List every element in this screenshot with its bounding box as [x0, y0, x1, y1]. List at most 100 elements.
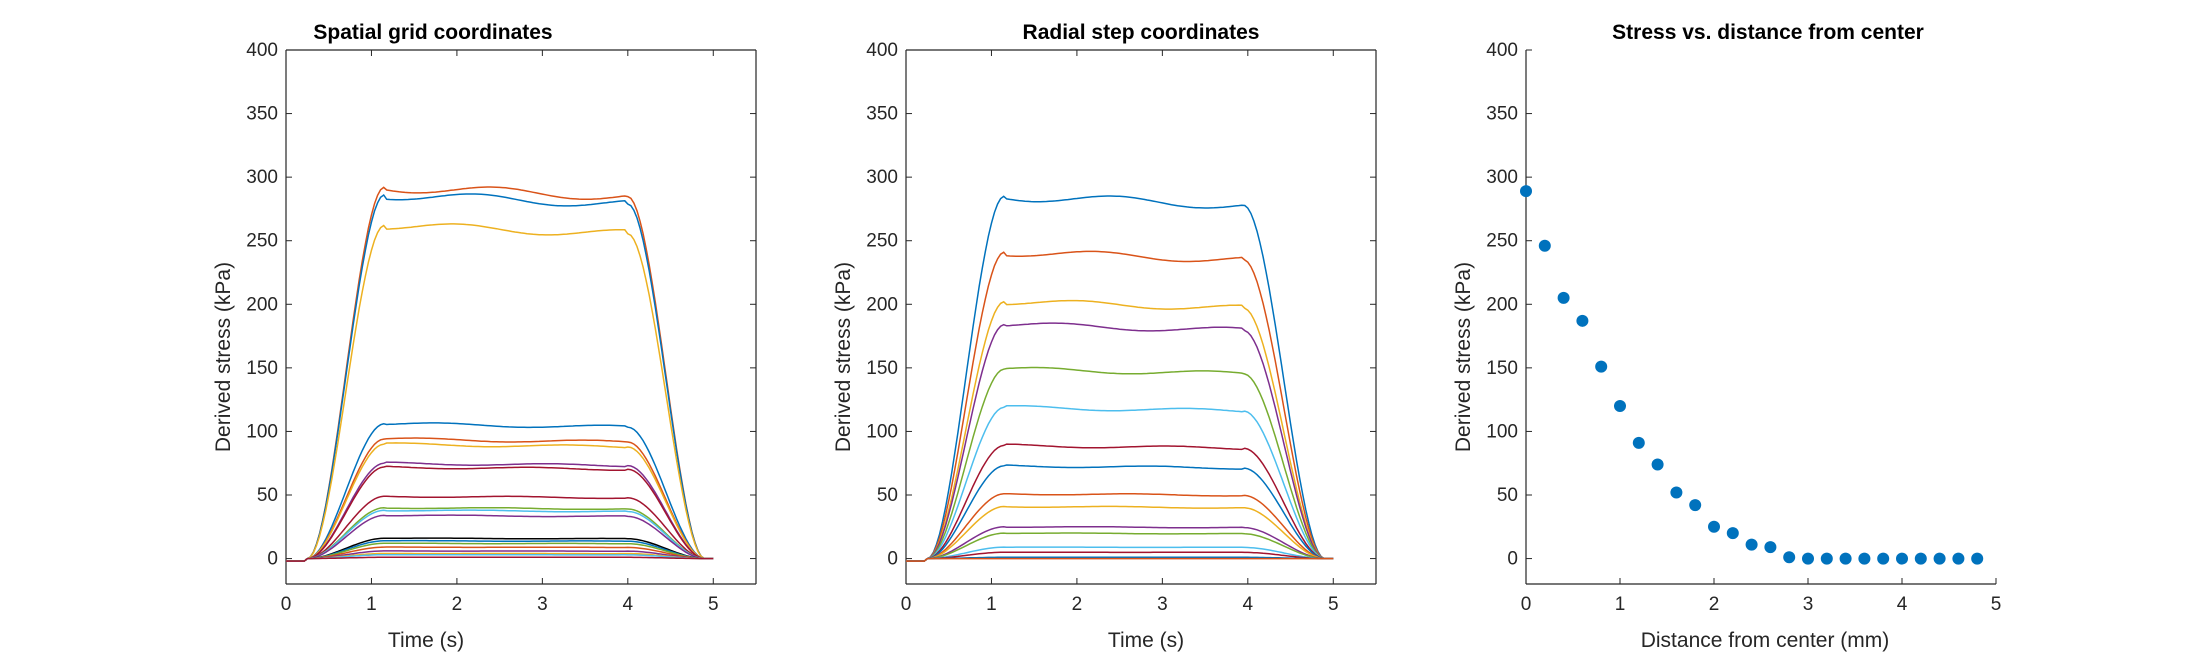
x-tick-label: 1	[1615, 594, 1626, 615]
series-line	[286, 461, 714, 562]
series-line	[286, 537, 714, 562]
series-line	[906, 557, 1334, 562]
series-line	[906, 556, 1334, 562]
data-point	[1614, 400, 1626, 412]
x-tick-label: 0	[901, 594, 912, 615]
data-point	[1971, 552, 1984, 565]
plot-area: 0 50 100 150 200 250 300 350 400 0 1 2 3 4 5	[866, 40, 1377, 615]
series-line	[906, 404, 1334, 562]
y-tick-label: 150	[246, 358, 278, 379]
data-point	[1802, 552, 1814, 565]
series-line	[286, 546, 714, 562]
data-point	[1689, 499, 1702, 512]
series-line	[286, 186, 714, 562]
y-tick-label: 200	[866, 294, 898, 315]
panel-title: Stress vs. distance from center	[1612, 21, 1924, 44]
data-point	[1858, 552, 1871, 565]
x-tick-label: 3	[1803, 594, 1814, 615]
series-line	[906, 551, 1334, 562]
series-line	[286, 506, 714, 562]
series-line	[286, 554, 714, 562]
data-point	[1576, 314, 1589, 327]
data-point	[1877, 552, 1890, 565]
data-point	[1745, 538, 1758, 551]
series-line	[286, 552, 714, 562]
series-line	[286, 437, 714, 562]
y-axis-label: Derived stress (kPa)	[832, 262, 855, 452]
data-point	[1557, 291, 1570, 304]
plot-area: 0 50 100 150 200 250 300 350 400 0 1 2 3 4 5	[246, 40, 757, 615]
y-tick-label: 100	[246, 421, 278, 442]
panel-title: Radial step coordinates	[1023, 21, 1260, 44]
data-point	[1595, 360, 1608, 373]
series-line	[286, 442, 714, 562]
series-line	[286, 539, 714, 562]
y-tick-label: 400	[246, 40, 278, 61]
data-point	[1651, 458, 1664, 471]
y-tick-label: 250	[246, 231, 278, 252]
data-point	[1632, 436, 1645, 449]
series-line	[286, 465, 714, 562]
y-tick-label: 200	[246, 294, 278, 315]
y-axis-label: Derived stress (kPa)	[212, 262, 235, 452]
series-line	[906, 532, 1334, 562]
data-point	[1670, 486, 1683, 499]
series-line	[286, 193, 714, 562]
data-point	[1839, 552, 1852, 565]
y-tick-label: 350	[1486, 104, 1518, 125]
data-point	[1726, 527, 1739, 540]
y-tick-label: 400	[866, 40, 898, 61]
y-tick-label: 250	[866, 231, 898, 252]
series-line	[286, 495, 714, 562]
series-line	[906, 546, 1334, 562]
data-point	[1896, 552, 1908, 565]
y-tick-label: 0	[887, 549, 898, 570]
x-tick-label: 1	[986, 594, 997, 615]
series-line	[906, 250, 1334, 562]
y-tick-label: 350	[866, 104, 898, 125]
x-tick-label: 2	[1072, 594, 1083, 615]
data-point	[1952, 552, 1965, 565]
series-line	[286, 223, 714, 562]
series-line	[286, 509, 714, 562]
panel-spatial-grid: Spatial grid coordinates 050100150200250…	[212, 21, 757, 652]
data-point	[1538, 239, 1551, 252]
y-tick-label: 350	[246, 104, 278, 125]
x-tick-label: 3	[537, 594, 548, 615]
series-line	[906, 464, 1334, 562]
x-tick-label: 2	[452, 594, 463, 615]
x-axis-label: Time (s)	[1108, 629, 1184, 652]
x-axis-label: Distance from center (mm)	[1641, 629, 1890, 652]
series-line	[286, 550, 714, 562]
y-tick-label: 300	[246, 167, 278, 188]
plot-area: 0 50 100 150 200 250 300 350 400 0 1 2 3 4 5	[1486, 40, 2001, 615]
series-line	[286, 422, 714, 562]
data-point	[1914, 552, 1927, 565]
series-line	[906, 366, 1334, 562]
x-tick-label: 5	[1991, 594, 2002, 615]
series-line	[906, 505, 1334, 562]
x-tick-label: 5	[708, 594, 719, 615]
data-point	[1764, 541, 1777, 554]
data-point	[1520, 185, 1532, 198]
x-tick-label: 5	[1328, 594, 1339, 615]
data-point	[1708, 520, 1720, 533]
y-axis-label: Derived stress (kPa)	[1452, 262, 1475, 452]
panel-title: Spatial grid coordinates	[313, 21, 552, 44]
x-tick-label: 1	[366, 594, 377, 615]
series-line	[286, 556, 714, 562]
x-tick-label: 4	[623, 594, 634, 615]
data-point	[1783, 551, 1796, 564]
y-tick-label: 300	[866, 167, 898, 188]
panel-stress-vs-distance: Stress vs. distance from center 05010015…	[1452, 21, 2001, 652]
x-tick-label: 2	[1709, 594, 1720, 615]
panel-radial-step: Radial step coordinates 0501001502002503…	[832, 21, 1377, 652]
series-line	[906, 492, 1334, 562]
x-tick-label: 4	[1897, 594, 1908, 615]
y-tick-label: 250	[1486, 231, 1518, 252]
y-tick-label: 50	[877, 485, 898, 506]
series-line	[906, 195, 1334, 562]
y-tick-label: 50	[257, 485, 278, 506]
series-line	[906, 299, 1334, 562]
